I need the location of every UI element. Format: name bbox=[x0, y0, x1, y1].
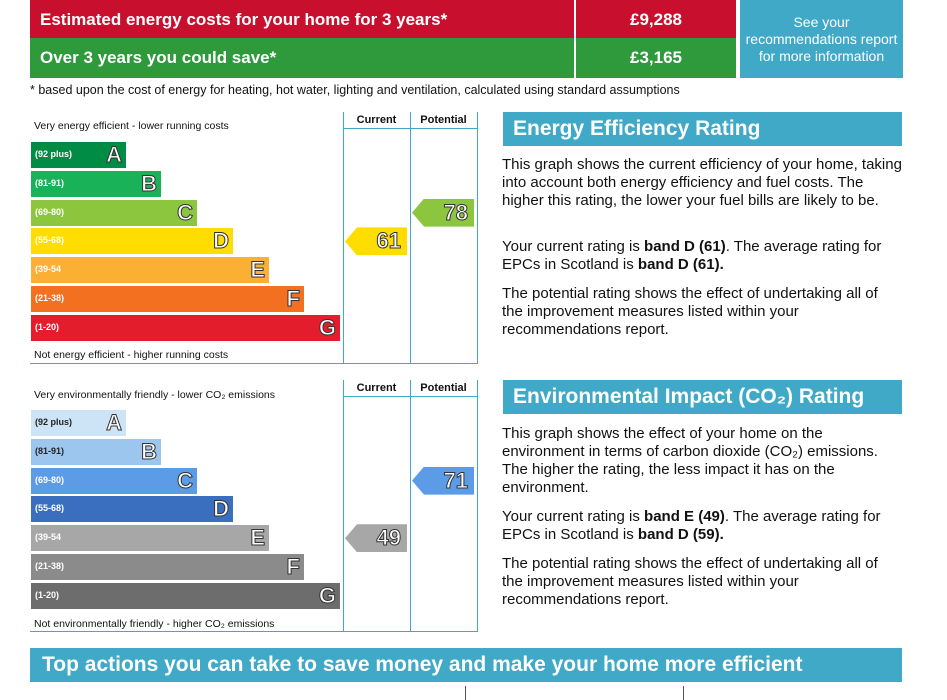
env-band-range: (69-80) bbox=[35, 474, 65, 485]
env-band-f: (21-38) F bbox=[31, 554, 304, 580]
env-rating-title: Environmental Impact (CO₂) Rating bbox=[503, 380, 902, 414]
energy-current-band: band D (61) bbox=[644, 238, 726, 255]
energy-band-letter: F bbox=[286, 286, 300, 312]
energy-para-2-c: . The average rating for EPCs in Scotlan… bbox=[502, 238, 882, 273]
top-actions-banner: Top actions you can take to save money a… bbox=[30, 648, 902, 682]
estimated-cost-value: £9,288 bbox=[576, 0, 736, 40]
env-top-label: Very environmentally friendly - lower CO… bbox=[34, 389, 275, 401]
energy-header-line bbox=[343, 128, 478, 129]
env-band-g: (1-20) G bbox=[31, 582, 340, 609]
env-band-range: (92 plus) bbox=[35, 417, 73, 427]
env-band-d: (55-68) D bbox=[31, 496, 233, 523]
cost-footnote: * based upon the cost of energy for heat… bbox=[30, 83, 680, 97]
energy-current-header: Current bbox=[356, 114, 397, 126]
energy-band-d: (55-68) D bbox=[31, 228, 233, 255]
energy-band-e: (39-54 E bbox=[31, 257, 269, 284]
energy-band-letter: C bbox=[177, 199, 194, 225]
savings-value: £3,165 bbox=[576, 38, 736, 78]
energy-para-1: This graph shows the current efficiency … bbox=[502, 156, 902, 209]
energy-band-letter: G bbox=[318, 314, 336, 340]
table-divider-1 bbox=[465, 686, 466, 700]
env-bottom-label: Not environmentally friendly - higher CO… bbox=[34, 618, 275, 630]
env-current-value: 49 bbox=[376, 525, 402, 551]
env-band-e: (39-54 E bbox=[31, 525, 269, 552]
energy-rating-title: Energy Efficiency Rating bbox=[503, 112, 902, 146]
energy-para-3: The potential rating shows the effect of… bbox=[502, 285, 878, 338]
env-band-letter: A bbox=[106, 410, 123, 436]
see-recommendations-box[interactable]: See your recommendations report for more… bbox=[740, 0, 903, 78]
energy-band-a: (92 plus) A bbox=[31, 142, 126, 168]
energy-col-divider-1 bbox=[343, 112, 344, 364]
env-col-divider-3 bbox=[477, 380, 478, 632]
env-band-letter: B bbox=[141, 438, 158, 464]
energy-band-letter: B bbox=[141, 170, 158, 196]
energy-bottom-label: Not energy efficient - higher running co… bbox=[34, 349, 229, 361]
estimated-cost-label: Estimated energy costs for your home for… bbox=[30, 0, 574, 40]
table-divider-2 bbox=[683, 686, 684, 700]
env-potential-value: 71 bbox=[443, 467, 469, 493]
energy-band-range: (21-38) bbox=[35, 293, 65, 303]
see-recommendations-text: See your recommendations report for more… bbox=[745, 13, 898, 64]
energy-band-b: (81-91) B bbox=[31, 170, 161, 197]
env-band-a: (92 plus) A bbox=[31, 410, 126, 436]
energy-band-range: (1-20) bbox=[35, 321, 60, 332]
energy-potential-header: Potential bbox=[420, 114, 467, 126]
energy-current-arrow: 61 bbox=[345, 227, 407, 256]
env-current-arrow: 49 bbox=[345, 524, 407, 553]
energy-band-c: (69-80) C bbox=[31, 199, 197, 226]
env-band-range: (81-91) bbox=[35, 445, 65, 456]
energy-para-2-a: Your current rating is bbox=[502, 238, 645, 255]
env-band-letter: G bbox=[318, 582, 336, 608]
energy-band-letter: D bbox=[213, 228, 230, 254]
energy-col-divider-2 bbox=[410, 112, 411, 364]
env-band-range: (55-68) bbox=[35, 503, 65, 514]
energy-col-divider-3 bbox=[477, 112, 478, 364]
energy-top-label: Very energy efficient - lower running co… bbox=[34, 120, 229, 132]
energy-band-range: (92 plus) bbox=[35, 149, 73, 159]
env-average-band: band D (59). bbox=[637, 526, 724, 543]
env-para-3: The potential rating shows the effect of… bbox=[502, 555, 878, 608]
env-para-2-a: Your current rating is bbox=[502, 508, 645, 525]
energy-band-range: (39-54 bbox=[35, 264, 62, 275]
env-para-2-c: . The average rating for EPCs in Scotlan… bbox=[502, 508, 881, 543]
env-band-range: (1-20) bbox=[35, 589, 60, 600]
energy-average-band: band D (61). bbox=[637, 256, 724, 273]
energy-band-g: (1-20) G bbox=[31, 314, 340, 341]
env-potential-header: Potential bbox=[420, 382, 467, 394]
energy-para-2: Your current rating is band D (61). The … bbox=[502, 238, 902, 274]
energy-potential-value: 78 bbox=[443, 199, 469, 225]
savings-label-text: Over 3 years you could save* bbox=[40, 48, 277, 67]
env-header-line bbox=[343, 396, 478, 397]
env-band-letter: E bbox=[250, 525, 266, 551]
env-band-b: (81-91) B bbox=[31, 438, 161, 465]
env-para-1: This graph shows the effect of your home… bbox=[502, 425, 878, 496]
savings-label: Over 3 years you could save* bbox=[30, 38, 574, 78]
env-band-range: (21-38) bbox=[35, 561, 65, 571]
env-current-header: Current bbox=[356, 382, 397, 394]
energy-band-range: (69-80) bbox=[35, 206, 65, 217]
energy-potential-arrow: 78 bbox=[412, 198, 474, 227]
env-band-letter: F bbox=[286, 554, 300, 580]
estimated-cost-label-text: Estimated energy costs for your home for… bbox=[40, 10, 448, 29]
env-band-range: (39-54 bbox=[35, 532, 62, 543]
energy-current-value: 61 bbox=[376, 228, 402, 254]
energy-band-range: (81-91) bbox=[35, 177, 65, 188]
energy-graph-frame bbox=[30, 112, 478, 364]
energy-band-letter: A bbox=[106, 142, 123, 168]
env-band-c: (69-80) C bbox=[31, 467, 197, 494]
env-col-divider-1 bbox=[343, 380, 344, 632]
env-band-letter: D bbox=[213, 496, 230, 522]
energy-band-range: (55-68) bbox=[35, 235, 65, 246]
env-para-2: Your current rating is band E (49). The … bbox=[502, 508, 902, 544]
env-col-divider-2 bbox=[410, 380, 411, 632]
energy-band-letter: E bbox=[250, 257, 266, 283]
env-band-letter: C bbox=[177, 467, 194, 493]
env-current-band: band E (49) bbox=[644, 508, 725, 525]
env-potential-arrow: 71 bbox=[412, 466, 474, 495]
env-graph-frame bbox=[30, 380, 478, 632]
energy-band-f: (21-38) F bbox=[31, 286, 304, 312]
